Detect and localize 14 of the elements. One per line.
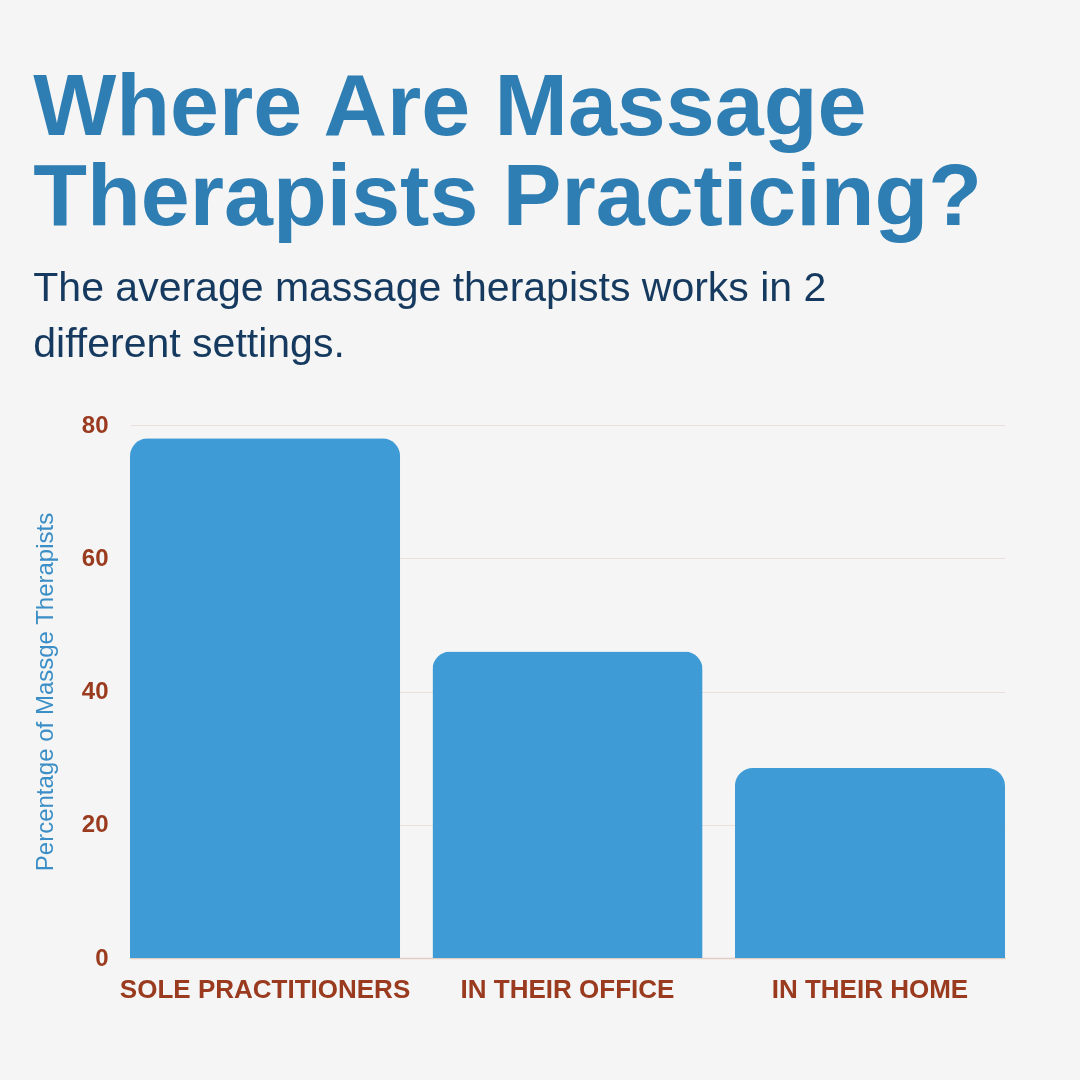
y-tick-label: 80 — [81, 410, 109, 438]
y-tick-label: 20 — [81, 810, 109, 838]
y-tick-label: 0 — [95, 943, 109, 971]
chart-title: Where Are Massage Therapists Practicing? — [33, 55, 983, 244]
y-tick-label: 60 — [81, 543, 109, 571]
bar — [130, 438, 401, 958]
y-axis-title: Percentage of Massge Therapists — [30, 512, 58, 872]
bar — [432, 651, 703, 958]
x-tick-label: IN THEIR OFFICE — [460, 973, 675, 1004]
x-tick-label: SOLE PRACTITIONERS — [119, 973, 411, 1004]
y-tick-label: 40 — [81, 677, 109, 704]
x-tick-label: IN THEIR HOME — [771, 973, 969, 1004]
chart-subtitle: The average massage therapists works in 2 different settings. — [33, 264, 827, 366]
bar — [734, 768, 1005, 958]
